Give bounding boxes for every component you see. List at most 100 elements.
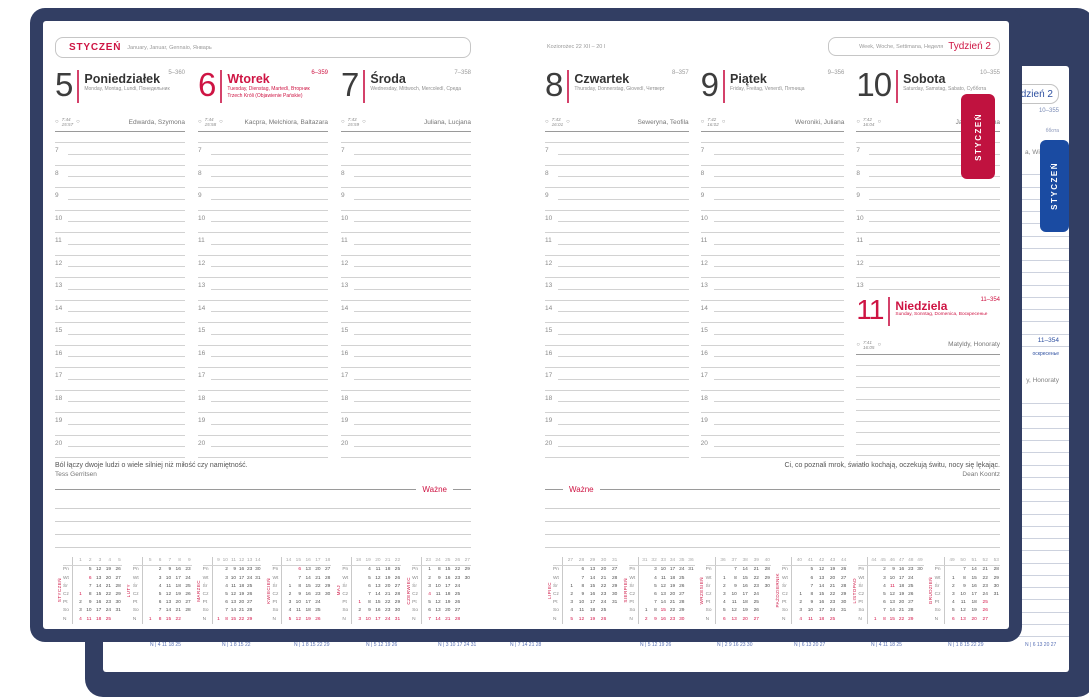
hour-grid[interactable]: 7 8 9 10 11 12 13 14 15 16 17 18 19 20 (198, 132, 328, 459)
sunset-time: 16:04 (862, 122, 875, 127)
week-translations: Week, Woche, Settimana, Неделя (859, 43, 944, 50)
back-sunday-namedays-fragment: y, Honoraty (1026, 377, 1059, 384)
day-name: Środa (370, 72, 406, 86)
accent-bar (77, 70, 80, 103)
sunset-time: 16:01 (551, 122, 564, 127)
sun-times-row: ○ 7:44 15:58 ○ Kacpra, Melchiora, Baltaza… (198, 114, 328, 130)
back-ruled-lines (983, 163, 1069, 347)
mini-calendar-wrzesień: WRZESIEŃ 36 37 38 39 40 Pn 7 14 21 28 Wt 1 8 15 22 29 Śr 2… (698, 557, 771, 624)
hour-grid[interactable]: 7 8 9 10 11 12 13 14 15 16 17 18 19 20 (341, 132, 471, 459)
back-minical-sunday-row: N | 4 11 18 25 (150, 642, 181, 648)
quote-author: Tess Gerritsen (55, 471, 97, 479)
week-number-label: Tydzień 2 (948, 41, 991, 52)
accent-bar (567, 70, 570, 103)
day-column-wednesday: 7–358 7 Środa Wednesday, Mittwoch, Merco… (341, 63, 471, 459)
notes-lines[interactable] (545, 496, 1000, 549)
day-column-monday: 5–360 5 Poniedziałek Monday, Montag, Lun… (55, 63, 185, 459)
column-divider (55, 131, 185, 132)
hour-grid[interactable]: 7 8 9 10 11 12 13 14 15 16 17 18 19 20 (545, 132, 689, 459)
mini-calendar-luty: LUTY 5 6 7 8 9 Pn 2 9 16 23 Wt 3 10 17 24 Śr 4 11 18 25 Cz 5 12… (125, 557, 192, 624)
sunset-time: 15:58 (204, 122, 217, 127)
sunset-icon: ○ (219, 119, 223, 125)
hour-grid[interactable]: 7 8 9 10 11 12 13 14 15 16 17 18 19 20 (55, 132, 185, 459)
back-ruled-lines (983, 392, 1069, 637)
mini-calendar-lipiec: LIPIEC 27 28 29 30 31 Pn 6 13 20 27 Wt 7 14 21 28 Śr 1 8 15… (545, 557, 619, 624)
namedays: Seweryna, Teofila (637, 118, 689, 126)
red-tab-label: STYCZEŃ (973, 112, 983, 161)
day-header: 5–360 5 Poniedziałek Monday, Montag, Lun… (55, 68, 185, 114)
quote-text: Ci, co poznali mrok, światło kochają, oc… (784, 462, 1000, 470)
day-number: 5 (55, 66, 73, 103)
month-tab-blue-styczen[interactable]: STYCZEŃ (1040, 140, 1069, 232)
accent-bar (363, 70, 366, 103)
sunday-ruled-lines[interactable] (856, 355, 1001, 456)
sunset-icon: ○ (566, 119, 570, 125)
day-number: 7 (341, 66, 359, 103)
sunset-time: 15:57 (61, 122, 74, 127)
day-column-thursday: 8–357 8 Czwartek Thursday, Donnerstag, G… (545, 63, 689, 459)
blue-tab-label: STYCZEŃ (1050, 162, 1059, 210)
sunset-time: 16:05 (862, 344, 875, 350)
quote-block: Ból łączy dwoje ludzi o wiele silniej ni… (55, 461, 471, 483)
back-sunday-day-of-year: 11–354 (1037, 337, 1059, 344)
hour-grid[interactable]: 7 8 9 10 11 12 13 (856, 132, 1001, 290)
column-divider (545, 131, 689, 132)
month-name: STYCZEŃ (69, 42, 122, 53)
sunrise-icon: ○ (856, 119, 860, 125)
day-column-friday: 9–356 9 Piątek Friday, Freitag, Venerdì,… (700, 63, 845, 459)
sunset-time: 15:59 (347, 122, 360, 127)
sunrise-icon: ○ (545, 119, 549, 125)
sunrise-icon: ○ (700, 119, 705, 125)
sunset-time: 16:02 (707, 122, 719, 127)
rule-line (545, 489, 563, 491)
rule-line (453, 489, 471, 491)
back-week-label: Tydzień 2 (1010, 88, 1053, 100)
notes-lines[interactable] (55, 496, 471, 549)
day-number: 9 (700, 66, 719, 103)
sunrise-time: 7:42 (862, 117, 872, 122)
accent-bar (888, 296, 891, 326)
day-of-year: 6–359 (311, 70, 328, 76)
rule-line (599, 489, 1000, 491)
sunset-icon: ○ (877, 341, 882, 348)
sunrise-time: 7:42 (707, 117, 717, 122)
day-translations: Wednesday, Mittwoch, Mercoledì, Среда (370, 86, 462, 92)
day-translations: Monday, Montag, Lundi, Понедельник (84, 86, 170, 92)
day-header: 8–357 8 Czwartek Thursday, Donnerstag, G… (545, 68, 689, 114)
day-of-year: 9–356 (827, 70, 845, 76)
month-header: STYCZEŃ January, Januar, Gennaio, Январь (55, 37, 471, 58)
important-label: Ważne (422, 485, 447, 495)
back-minical-sunday-row: N | 6 13 20 27 (1025, 642, 1057, 648)
day-header-sunday: 11–354 11 Niedziela Sunday, Sonntag, Dom… (856, 294, 1000, 337)
hour-grid[interactable]: 7 8 9 10 11 12 13 14 15 16 17 18 19 20 (700, 132, 845, 459)
day-translations: Friday, Freitag, Venerdì, Пятница (730, 86, 805, 92)
sunrise-icon: ○ (341, 119, 345, 125)
namedays: Edwarda, Szymona (128, 118, 185, 126)
day-header: 10–355 10 Sobota Saturday, Samstag, Saba… (856, 68, 1000, 114)
mini-calendar-kwiecień: KWIECIEŃ 14 15 16 17 18 Pn 6 13 20 27 Wt 7 14 21 28 Śr 1 8… (264, 557, 332, 624)
quote-author: Dean Koontz (962, 471, 1000, 479)
day-of-year: 7–358 (454, 70, 471, 76)
column-divider (856, 131, 1001, 132)
day-translations: Saturday, Samstag, Sabato, Суббота (903, 86, 987, 92)
month-tab-red-styczen[interactable]: STYCZEŃ (961, 94, 995, 179)
column-divider (700, 131, 845, 132)
day-of-year: 8–357 (671, 70, 689, 76)
day-name: Poniedziałek (84, 72, 161, 86)
day-of-year: 5–360 (168, 70, 185, 76)
sunrise-time: 7:44 (61, 117, 71, 122)
back-day-translation-fragment: ббота (1045, 128, 1059, 134)
sun-times-row: ○ 7:43 15:59 ○ Juliana, Lucjana (341, 114, 471, 130)
sunrise-icon: ○ (55, 119, 59, 125)
namedays: Weroniki, Juliana (794, 118, 845, 126)
back-minical-sunday-row: N | 1 8 15 22 29 (948, 642, 984, 648)
front-page-spread: STYCZEŃ January, Januar, Gennaio, Январь… (43, 21, 1009, 629)
day-number: 10 (856, 66, 892, 103)
holiday-name: Trzech Króli (Objawienie Pańskie) (227, 92, 303, 99)
accent-bar (723, 70, 726, 103)
right-header: Koziorożec 22 XII – 20 I Week, Woche, Se… (545, 37, 1000, 58)
important-label: Ważne (569, 485, 594, 495)
day-translations: Thursday, Donnerstag, Giovedì, Четверг (574, 86, 665, 92)
mini-calendar-marzec: MARZEC 9 10 11 12 13 14 Pn 2 9 16 23 30 Wt 3 10 17 24 31 Śr… (195, 557, 262, 624)
day-translations: Tuesday, Dienstag, Martedì, Вторник (227, 86, 310, 92)
